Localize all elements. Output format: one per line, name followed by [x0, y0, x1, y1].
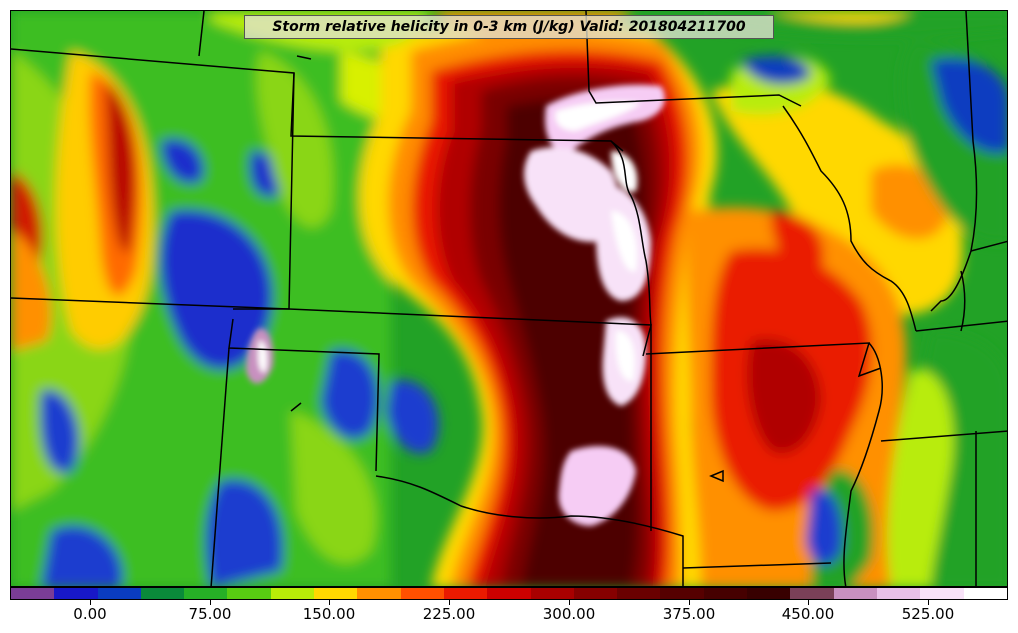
colorbar-tick-label: 0.00: [73, 605, 107, 623]
colorbar-tick-label: 375.00: [662, 605, 716, 623]
colorbar-tick-label: 150.00: [302, 605, 356, 623]
colorbar-swatch: [357, 588, 401, 599]
colorbar-tick: [928, 600, 929, 605]
colorbar-swatch: [400, 588, 444, 599]
colorbar-swatch: [617, 588, 661, 599]
colorbar-swatch: [54, 588, 98, 599]
colorbar-tick: [329, 600, 330, 605]
colorbar-tick-label: 75.00: [188, 605, 232, 623]
colorbar-swatch: [443, 588, 488, 599]
colorbar-swatch: [97, 588, 141, 599]
colorbar-swatch: [227, 588, 271, 599]
colorbar-swatch: [314, 588, 358, 599]
colorbar-swatch: [703, 588, 748, 599]
colorbar-tick: [210, 600, 211, 605]
colorbar-swatch: [487, 588, 531, 599]
colorbar-swatch: [876, 588, 921, 599]
colorbar-tick-label: 450.00: [781, 605, 835, 623]
colorbar-tick: [569, 600, 570, 605]
colorbar-swatch: [747, 588, 791, 599]
helicity-field: [11, 11, 1007, 586]
colorbar-swatch: [790, 588, 834, 599]
colorbar: [10, 587, 1008, 600]
colorbar-swatch: [270, 588, 315, 599]
colorbar-tick-label: 525.00: [901, 605, 955, 623]
colorbar-ticks: 0.00 75.00 150.00 225.00 300.00 375.00 450.00 5…: [0, 600, 1018, 633]
colorbar-swatch: [920, 588, 964, 599]
colorbar-swatch: [140, 588, 185, 599]
map-title: Storm relative helicity in 0-3 km (J/kg)…: [244, 15, 774, 39]
colorbar-tick: [689, 600, 690, 605]
colorbar-swatch: [963, 588, 1007, 599]
helicity-map: [10, 10, 1008, 587]
colorbar-swatch: [530, 588, 574, 599]
colorbar-swatch: [660, 588, 704, 599]
colorbar-swatch: [833, 588, 877, 599]
colorbar-tick: [808, 600, 809, 605]
state-boundaries: [11, 11, 1007, 586]
colorbar-tick: [90, 600, 91, 605]
colorbar-swatch: [184, 588, 228, 599]
colorbar-tick-label: 300.00: [542, 605, 596, 623]
colorbar-tick: [449, 600, 450, 605]
colorbar-swatch: [573, 588, 618, 599]
colorbar-tick-label: 225.00: [422, 605, 476, 623]
colorbar-swatch: [11, 588, 55, 599]
